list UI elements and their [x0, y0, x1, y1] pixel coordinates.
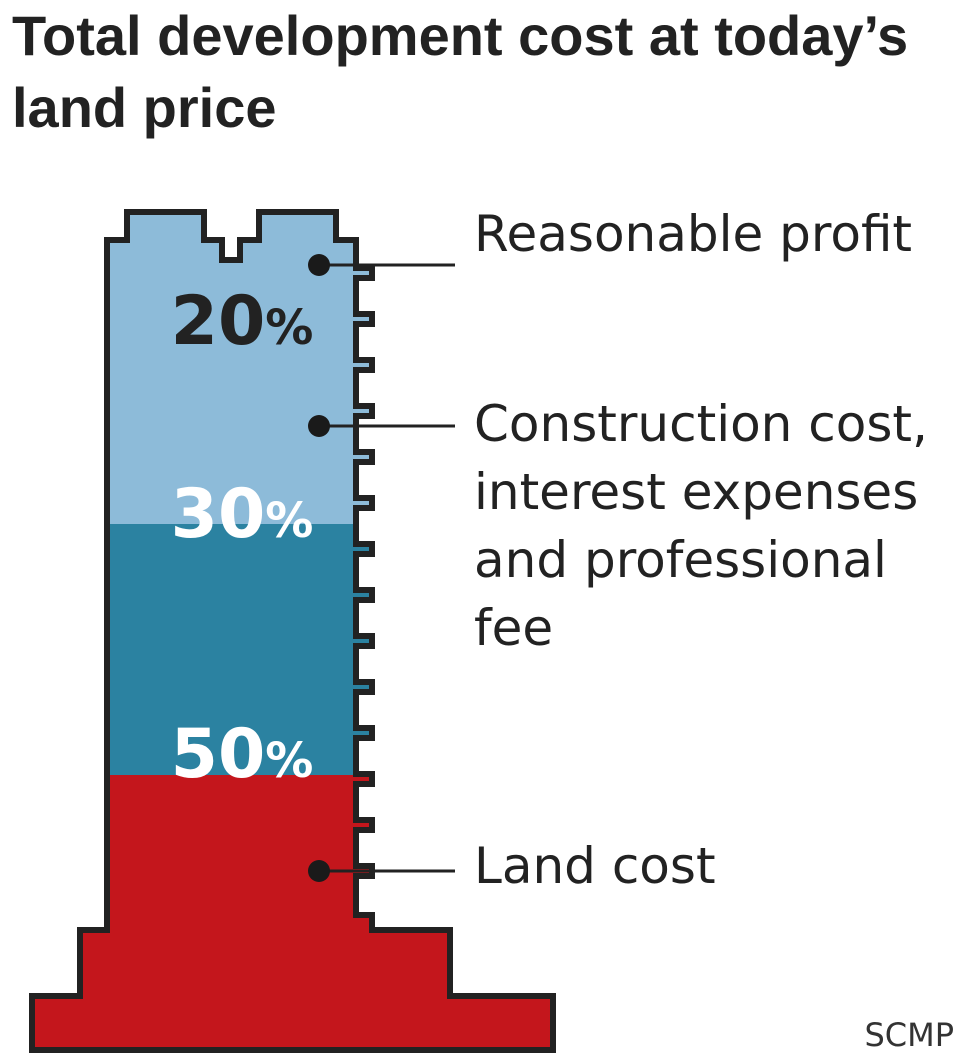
legend-label-construction-cost: Construction cost, interest expenses and… — [474, 395, 928, 657]
source-credit: SCMP — [864, 1016, 954, 1054]
segment-label-land: 50% — [170, 715, 314, 794]
legend-label-reasonable-profit: Reasonable profit — [474, 205, 913, 263]
chart-title: Total development cost at today’s land p… — [12, 4, 909, 139]
segment-label-profit: 20% — [170, 282, 314, 361]
tower-outline — [29, 209, 556, 1053]
legend-label-land-cost: Land cost — [474, 837, 716, 895]
leader-construction-cost-dot — [308, 415, 330, 437]
leader-lines — [308, 254, 455, 882]
leader-land-cost-dot — [308, 860, 330, 882]
leader-reasonable-profit-dot — [308, 254, 330, 276]
segment-label-construction: 30% — [170, 475, 314, 554]
segment-land-cost — [32, 775, 553, 1050]
